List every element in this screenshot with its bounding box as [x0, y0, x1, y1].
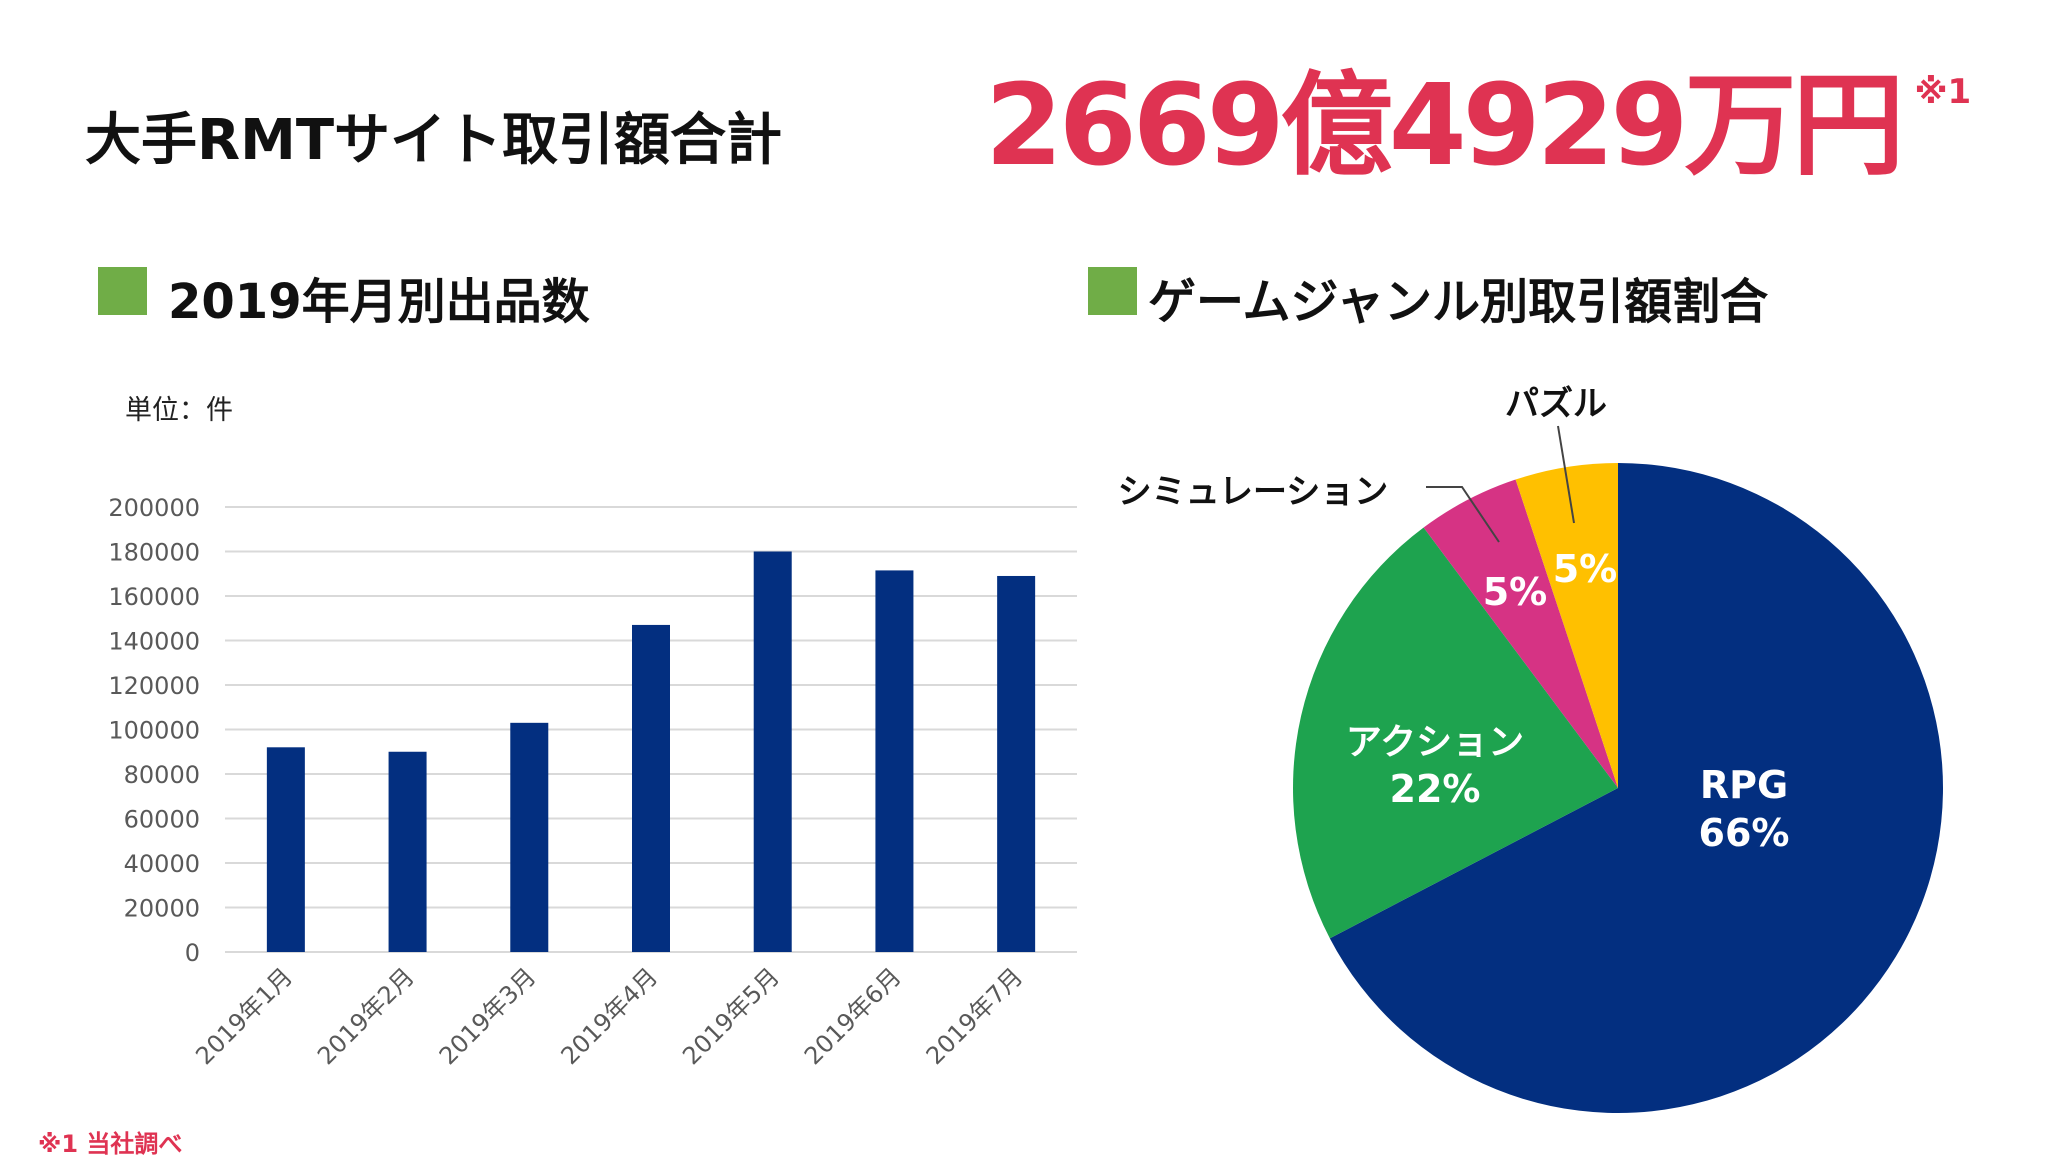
footnote: ※1 当社調べ — [38, 1130, 183, 1158]
slice-value-rpg: 66% — [1699, 811, 1790, 855]
bar — [388, 751, 427, 952]
bar — [875, 570, 914, 952]
y-tick-label: 200000 — [108, 494, 200, 522]
x-tick-label: 2019年6月 — [799, 962, 907, 1070]
y-tick-label: 180000 — [108, 539, 200, 567]
y-tick-label: 0 — [185, 939, 200, 967]
bar-chart-title: 2019年月別出品数 — [168, 274, 590, 330]
leader-line — [1426, 486, 1500, 543]
slice-label-action: アクション — [1346, 722, 1524, 763]
bar — [510, 722, 549, 952]
y-tick-label: 60000 — [124, 806, 200, 834]
slice-label-simulation: シミュレーション — [1118, 472, 1389, 512]
bar — [266, 747, 305, 952]
slice-label-rpg: RPG — [1700, 763, 1788, 807]
x-tick-label: 2019年5月 — [677, 962, 785, 1070]
page-title: 大手RMTサイト取引額合計 — [85, 108, 783, 173]
y-tick-label: 100000 — [108, 717, 200, 745]
unit-label: 単位：件 — [125, 395, 233, 426]
total-note-mark: ※1 — [1914, 72, 1972, 112]
x-tick-label: 2019年3月 — [434, 962, 542, 1070]
pie-slice — [1329, 463, 1943, 1113]
pie-slice — [1293, 527, 1618, 939]
slice-value-simulation: 5% — [1483, 570, 1548, 614]
section-marker-bar — [98, 267, 147, 315]
x-tick-label: 2019年7月 — [921, 962, 1029, 1070]
bar-chart: 0 20000 40000 60000 80000 100000 120000 140000 1… — [108, 494, 1077, 1070]
slice-value-puzzle: 5% — [1553, 547, 1618, 591]
total-amount: 2669億4929万円 — [985, 61, 1904, 191]
x-tick-label: 2019年1月 — [190, 962, 298, 1070]
y-tick-label: 160000 — [108, 583, 200, 611]
bar — [997, 575, 1036, 952]
pie-slice — [1423, 479, 1618, 788]
pie-slice — [1515, 463, 1618, 788]
bar — [632, 624, 670, 952]
y-tick-label: 20000 — [124, 895, 200, 923]
leader-line — [1557, 425, 1575, 524]
bar — [753, 551, 792, 952]
y-tick-label: 140000 — [108, 628, 200, 656]
slice-label-puzzle: パズル — [1505, 384, 1607, 424]
y-tick-label: 120000 — [108, 672, 200, 700]
x-tick-label: 2019年4月 — [556, 962, 664, 1070]
y-tick-label: 40000 — [124, 850, 200, 878]
total-amount-row: 2669億4929万円 ※1 — [985, 62, 1971, 191]
y-tick-label: 80000 — [124, 761, 200, 789]
pie-chart-title: ゲームジャンル別取引額割合 — [1148, 274, 1769, 330]
x-tick-label: 2019年2月 — [312, 962, 420, 1070]
slice-value-action: 22% — [1390, 767, 1481, 811]
section-marker-pie — [1088, 267, 1137, 315]
